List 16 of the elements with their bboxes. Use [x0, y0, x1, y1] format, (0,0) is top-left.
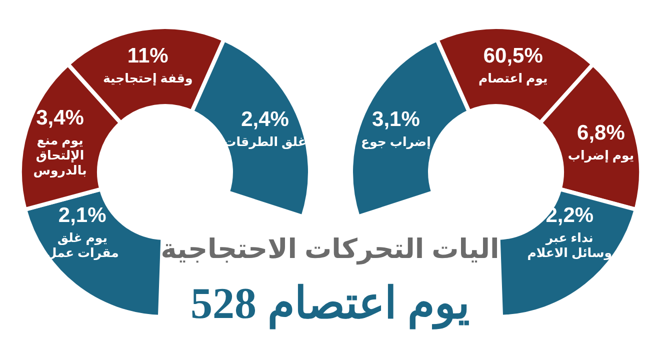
data-label: 3,1%: [372, 108, 420, 131]
data-label: 6,8%: [577, 121, 626, 144]
data-label: 2,4%: [241, 108, 290, 131]
category-label: يوم إضراب: [568, 148, 634, 164]
category-label: غلق الطرقات: [224, 134, 306, 150]
text: يوم اعتصام 528: [190, 279, 470, 330]
text: اليات التحركات الاحتجاجية: [160, 234, 500, 265]
data-label: 60,5%: [483, 44, 544, 68]
data-label: 2,1%: [58, 204, 107, 227]
category-label: إضراب جوع: [361, 134, 431, 150]
category-label: يوم اعتصام: [478, 71, 548, 86]
category-label: وقفة إحتجاجية: [102, 71, 193, 86]
category-label: نداء عبر وسائل الاعلام: [527, 230, 612, 261]
data-label: 11%: [127, 44, 169, 68]
data-label: 3,4%: [36, 106, 84, 130]
category-label: يوم منع الإلتحاق بالدروس: [33, 133, 87, 178]
